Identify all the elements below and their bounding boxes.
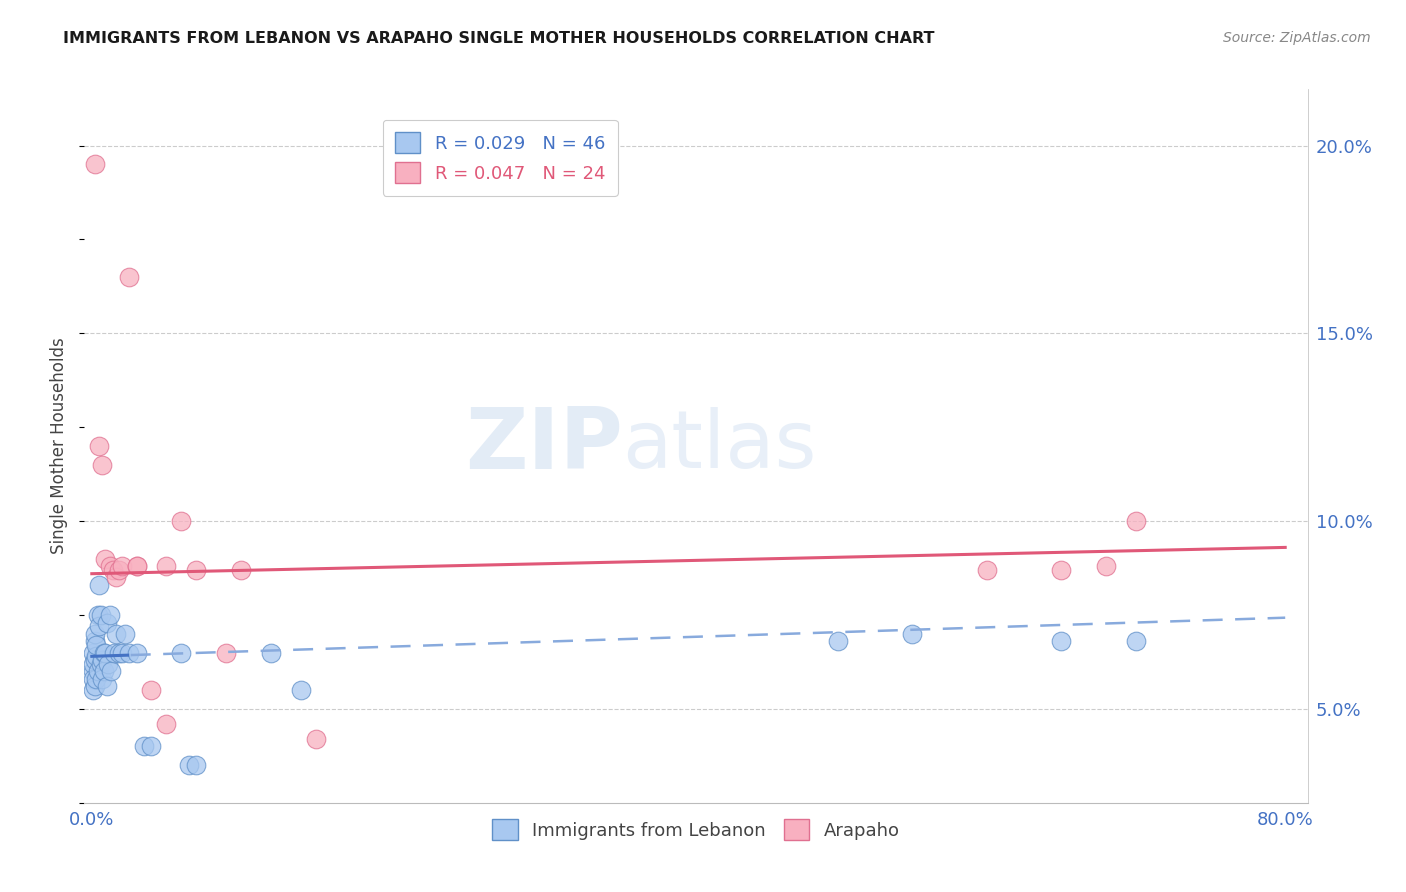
Point [125,559,148,574]
Point [1095,559,1118,574]
Point [155,717,177,731]
Point [215,646,238,660]
Point [103,646,125,660]
Point [1050,563,1073,577]
Text: ZIP: ZIP [465,404,623,488]
Point [125,559,148,574]
Legend: Immigrants from Lebanon, Arapaho: Immigrants from Lebanon, Arapaho [485,812,907,847]
Point [87,665,110,679]
Point [111,646,134,660]
Point [170,646,193,660]
Point [82,672,104,686]
Point [82,683,104,698]
Point [90,657,112,671]
Point [111,559,134,574]
Point [89,619,111,633]
Point [100,665,122,679]
Point [170,514,193,528]
Point [141,739,163,754]
Point [104,627,127,641]
Text: IMMIGRANTS FROM LEBANON VS ARAPAHO SINGLE MOTHER HOUSEHOLDS CORRELATION CHART: IMMIGRANTS FROM LEBANON VS ARAPAHO SINGL… [63,31,935,46]
Point [976,563,998,577]
Point [107,563,129,577]
Point [114,627,136,641]
Point [89,578,111,592]
Point [304,731,326,746]
Point [260,646,283,660]
Point [229,563,252,577]
Point [141,683,163,698]
Point [84,672,107,686]
Point [1125,514,1147,528]
Point [827,634,849,648]
Point [118,270,141,285]
Point [93,665,115,679]
Point [97,657,120,671]
Point [290,683,312,698]
Point [83,157,105,171]
Y-axis label: Single Mother Households: Single Mother Households [51,338,69,554]
Point [125,646,148,660]
Point [118,646,141,660]
Point [84,649,107,664]
Point [186,758,208,772]
Point [96,679,118,693]
Point [101,563,124,577]
Point [91,653,114,667]
Point [82,665,104,679]
Point [96,615,118,630]
Point [94,646,117,660]
Point [87,607,110,622]
Point [186,563,208,577]
Point [107,646,129,660]
Point [83,627,105,641]
Point [177,758,200,772]
Point [82,646,104,660]
Point [94,551,117,566]
Point [83,679,105,693]
Text: atlas: atlas [623,407,817,485]
Point [90,607,112,622]
Point [155,559,177,574]
Point [83,653,105,667]
Point [84,638,107,652]
Point [91,458,114,472]
Point [132,739,155,754]
Point [98,607,121,622]
Point [89,439,111,453]
Point [91,672,114,686]
Point [901,627,924,641]
Point [104,570,127,584]
Point [82,657,104,671]
Point [1050,634,1073,648]
Point [93,646,115,660]
Point [83,634,105,648]
Text: Source: ZipAtlas.com: Source: ZipAtlas.com [1223,31,1371,45]
Point [98,559,121,574]
Point [1125,634,1147,648]
